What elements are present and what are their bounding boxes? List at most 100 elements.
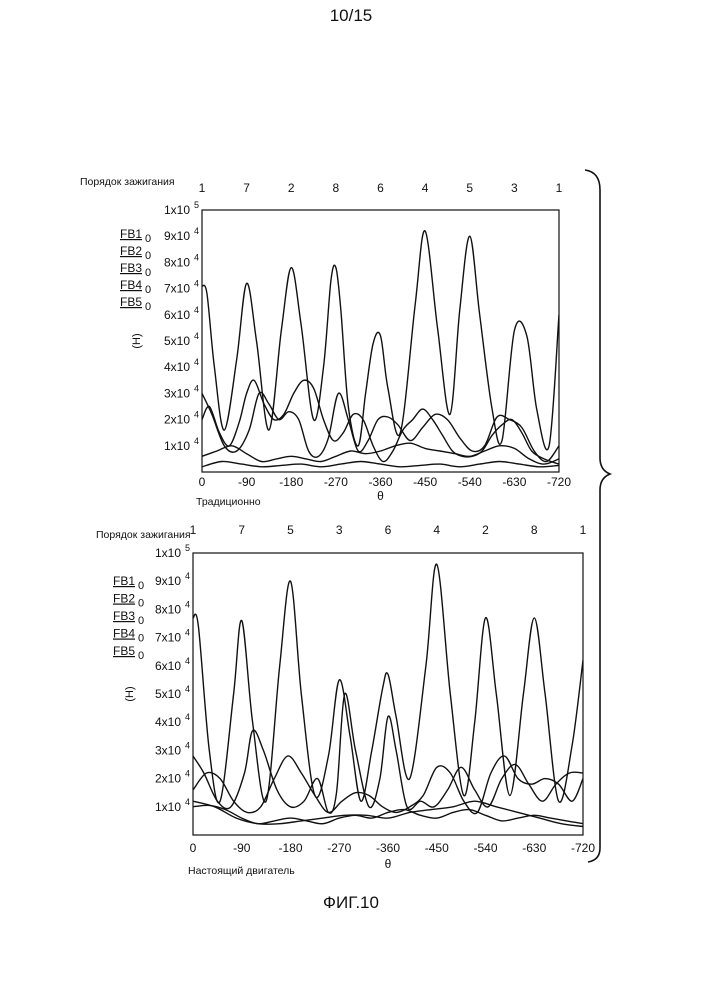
firing-order-number: 1	[199, 181, 206, 195]
x-tick-label: -180	[278, 841, 302, 855]
firing-order-number: 1	[580, 523, 587, 537]
x-tick-label: -360	[376, 841, 400, 855]
y-tick-exponent: 4	[194, 383, 199, 393]
x-axis-label: θ	[385, 857, 392, 871]
x-tick-label: -360	[368, 475, 392, 489]
series-line-2	[202, 379, 559, 465]
firing-order-number: 7	[243, 181, 250, 195]
y-tick-label: 1x10	[155, 546, 181, 560]
y-tick-exponent: 4	[194, 226, 199, 236]
page-number: 10/15	[329, 6, 373, 25]
y-tick-exponent: 4	[185, 797, 190, 807]
y-tick-label: 1x10	[164, 439, 190, 453]
plot-frame	[201, 209, 560, 473]
x-tick-label: -540	[458, 475, 482, 489]
x-tick-label: -720	[547, 475, 571, 489]
y-tick-label: 5x10	[155, 687, 181, 701]
y-tick-exponent: 4	[194, 279, 199, 289]
legend-suffix: 0	[138, 580, 144, 592]
firing-order-number: 1	[556, 181, 563, 195]
series-line-2	[193, 692, 583, 814]
y-tick-exponent: 4	[185, 712, 190, 722]
y-tick-label: 2x10	[164, 413, 190, 427]
firing-order-number: 4	[422, 181, 429, 195]
x-tick-label: -630	[502, 475, 526, 489]
top-chart: Порядок зажигания 1 7 2 8 6 4 5 3 1 0 -90 -180 -270 -3…	[80, 176, 571, 508]
firing-order-number: 7	[238, 523, 245, 537]
x-axis-label: θ	[377, 489, 384, 503]
y-tick-label: 7x10	[155, 631, 181, 645]
y-tick-exponent: 4	[194, 252, 199, 262]
firing-order-label: Порядок зажигания	[80, 176, 175, 188]
y-tick-exponent: 4	[185, 740, 190, 750]
x-tick-label: -450	[425, 841, 449, 855]
x-tick-label: -90	[233, 841, 251, 855]
y-tick-label: 8x10	[164, 255, 190, 269]
legend-entry: FB1	[120, 227, 142, 241]
y-tick-exponent: 4	[185, 656, 190, 666]
legend-suffix: 0	[145, 233, 151, 245]
firing-order-number: 5	[287, 523, 294, 537]
y-tick-label: 1x10	[164, 203, 190, 217]
x-tick-label: -270	[324, 475, 348, 489]
firing-order-number: 3	[336, 523, 343, 537]
x-tick-label: -540	[473, 841, 497, 855]
chart-subtitle: Традиционно	[196, 496, 261, 508]
firing-order-number: 3	[511, 181, 518, 195]
legend-suffix: 0	[145, 250, 151, 262]
y-tick-label: 7x10	[164, 282, 190, 296]
legend-suffix: 0	[138, 615, 144, 627]
y-tick-label: 2x10	[155, 772, 181, 786]
y-tick-exponent: 5	[185, 543, 190, 553]
series-line-1	[202, 230, 559, 451]
firing-order-number: 1	[190, 523, 197, 537]
firing-order-number: 8	[333, 181, 340, 195]
series-line-3	[202, 391, 559, 463]
y-tick-label: 8x10	[155, 602, 181, 616]
chart-subtitle: Настоящий двигатель	[188, 865, 295, 877]
y-tick-label: 6x10	[164, 308, 190, 322]
series-line-1	[193, 563, 583, 804]
legend-entry: FB2	[113, 592, 135, 606]
x-tick-label: -90	[238, 475, 256, 489]
y-axis-label: (H)	[124, 686, 136, 701]
x-tick-label: 0	[199, 475, 206, 489]
y-tick-label: 4x10	[164, 360, 190, 374]
y-tick-exponent: 4	[194, 410, 199, 420]
legend-suffix: 0	[145, 267, 151, 279]
y-tick-label: 3x10	[164, 386, 190, 400]
x-tick-label: 0	[190, 841, 197, 855]
series-line-5	[193, 800, 583, 828]
legend-entry: FB2	[120, 244, 142, 258]
figure-caption: ФИГ.10	[323, 893, 379, 912]
y-axis-label: (H)	[131, 333, 143, 348]
y-tick-exponent: 4	[185, 571, 190, 581]
x-tick-label: -180	[279, 475, 303, 489]
legend-suffix: 0	[138, 650, 144, 662]
legend-entry: FB3	[120, 261, 142, 275]
legend-entry: FB4	[120, 278, 142, 292]
y-tick-label: 3x10	[155, 743, 181, 757]
y-tick-label: 5x10	[164, 334, 190, 348]
series-line-4	[202, 442, 559, 465]
firing-order-number: 2	[288, 181, 295, 195]
y-tick-label: 1x10	[155, 800, 181, 814]
x-tick-label: -720	[571, 841, 595, 855]
y-tick-exponent: 4	[194, 436, 199, 446]
legend-entry: FB4	[113, 627, 135, 641]
series-line-3	[193, 755, 583, 815]
y-tick-exponent: 4	[194, 305, 199, 315]
y-tick-exponent: 4	[194, 357, 199, 367]
plot-frame	[192, 552, 584, 836]
bottom-chart: Порядок зажигания 1 7 5 3 6 4 2 8 10 -90 -180 -270 -3…	[96, 523, 595, 877]
y-tick-label: 4x10	[155, 715, 181, 729]
y-tick-exponent: 5	[194, 200, 199, 210]
x-tick-label: -630	[522, 841, 546, 855]
y-tick-exponent: 4	[194, 331, 199, 341]
firing-order-number: 8	[531, 523, 538, 537]
legend-suffix: 0	[138, 598, 144, 610]
firing-order-number: 6	[385, 523, 392, 537]
figure-brace	[584, 169, 613, 863]
y-tick-exponent: 4	[185, 599, 190, 609]
